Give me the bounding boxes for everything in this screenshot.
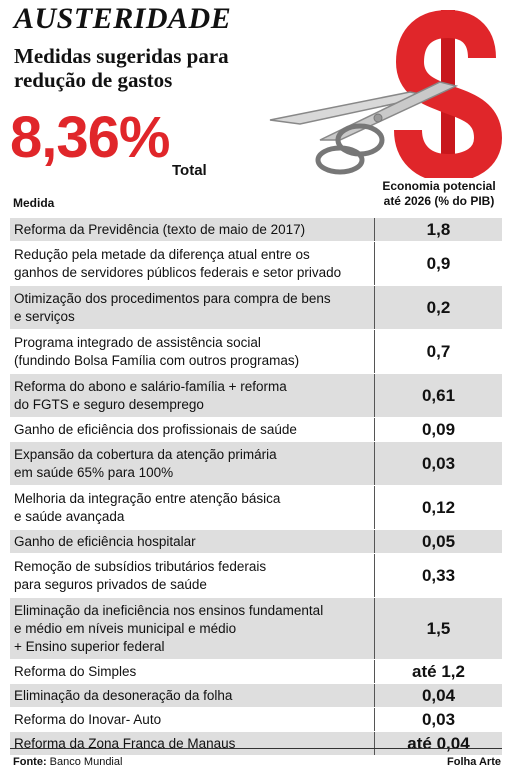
measure-cell: Otimização dos procedimentos para compra…	[10, 286, 374, 329]
table-row: Otimização dos procedimentos para compra…	[10, 286, 502, 330]
value-cell: 0,12	[374, 486, 502, 529]
subtitle-line: Medidas sugeridas para	[14, 44, 229, 68]
measure-line: e saúde avançada	[14, 508, 125, 524]
table: Reforma da Previdência (texto de maio de…	[10, 218, 502, 756]
measure-line: e médio em níveis municipal e médio	[14, 620, 237, 636]
table-row: Eliminação da ineficiência nos ensinos f…	[10, 598, 502, 660]
table-row: Eliminação da desoneração da folha 0,04	[10, 684, 502, 708]
value-cell: até 0,04	[374, 732, 502, 755]
value-cell: 1,5	[374, 598, 502, 659]
table-row: Reforma do Simples até 1,2	[10, 660, 502, 684]
value-cell: 0,05	[374, 530, 502, 553]
measure-line: Eliminação da ineficiência nos ensinos f…	[14, 602, 324, 618]
table-row: Remoção de subsídios tributários federai…	[10, 554, 502, 598]
value-cell: 0,33	[374, 554, 502, 597]
measure-line: Ganho de eficiência hospitalar	[14, 533, 196, 549]
measure-cell: Ganho de eficiência hospitalar	[10, 530, 374, 553]
column-header-line: Economia potencial	[382, 179, 496, 193]
measure-line: Programa integrado de assistência social	[14, 334, 261, 350]
measure-line: Redução pela metade da diferença atual e…	[14, 246, 310, 262]
measure-cell: Expansão da cobertura da atenção primári…	[10, 442, 374, 485]
measure-line: Reforma do abono e salário-família + ref…	[14, 378, 287, 394]
table-row: Programa integrado de assistência social…	[10, 330, 502, 374]
value-cell: 0,09	[374, 418, 502, 441]
measure-line: ganhos de servidores públicos federais e…	[14, 264, 342, 280]
value-cell: até 1,2	[374, 660, 502, 683]
measure-cell: Programa integrado de assistência social…	[10, 330, 374, 373]
measure-line: + Ensino superior federal	[14, 638, 165, 654]
measure-line: e serviços	[14, 308, 75, 324]
measure-line: Reforma do Simples	[14, 663, 137, 679]
value-cell: 0,03	[374, 708, 502, 731]
total-label: Total	[172, 162, 207, 179]
measure-line: do FGTS e seguro desemprego	[14, 396, 204, 412]
source: Banco Mundial	[49, 756, 123, 768]
measure-line: Reforma do Inovar- Auto	[14, 711, 162, 727]
measure-cell: Melhoria da integração entre atenção bás…	[10, 486, 374, 529]
footer-credit: Folha Arte	[447, 756, 501, 768]
subtitle-line: redução de gastos	[14, 68, 173, 92]
measure-cell: Reforma do Simples	[10, 660, 374, 683]
measure-cell: Reforma do Inovar- Auto	[10, 708, 374, 731]
column-header: Economia potencial até 2026 (% do PIB)	[376, 179, 502, 209]
measure-cell: Reforma do abono e salário-família + ref…	[10, 374, 374, 417]
value-cell: 0,2	[374, 286, 502, 329]
value-cell: 0,03	[374, 442, 502, 485]
measure-line: Remoção de subsídios tributários federai…	[14, 558, 267, 574]
scissors-icon	[269, 81, 459, 175]
rule	[10, 748, 502, 749]
table-row: Ganho de eficiência dos profissionais de…	[10, 418, 502, 442]
table-row: Reforma do Inovar- Auto 0,03	[10, 708, 502, 732]
measure-line: Otimização dos procedimentos para compra…	[14, 290, 331, 306]
table-row: Expansão da cobertura da atenção primári…	[10, 442, 502, 486]
measure-line: (fundindo Bolsa Família com outros progr…	[14, 352, 300, 368]
table-row: Reforma do abono e salário-família + ref…	[10, 374, 502, 418]
measure-cell: Reforma da Previdência (texto de maio de…	[10, 218, 374, 241]
value-cell: 0,9	[374, 242, 502, 285]
value-cell: 0,04	[374, 684, 502, 707]
subtitle: Medidas sugeridas para redução de gastos	[14, 44, 229, 92]
total-value: 8,36%	[10, 105, 170, 170]
measure-cell: Remoção de subsídios tributários federai…	[10, 554, 374, 597]
value-cell: 0,61	[374, 374, 502, 417]
value-cell: 1,8	[374, 218, 502, 241]
table-row: Melhoria da integração entre atenção bás…	[10, 486, 502, 530]
measure-line: Reforma da Zona Franca de Manaus	[14, 735, 236, 751]
measure-cell: Redução pela metade da diferença atual e…	[10, 242, 374, 285]
title: AUSTERIDADE	[14, 2, 232, 35]
column-header-line: até 2026 (% do PIB)	[383, 194, 495, 208]
table-row: Reforma da Zona Franca de Manaus até 0,04	[10, 732, 502, 756]
table-row: Ganho de eficiência hospitalar 0,05	[10, 530, 502, 554]
column-header: Medida	[13, 196, 55, 210]
measure-line: Reforma da Previdência (texto de maio de…	[14, 221, 306, 237]
source-label: Fonte:	[13, 756, 47, 768]
measure-cell: Eliminação da desoneração da folha	[10, 684, 374, 707]
table-row: Reforma da Previdência (texto de maio de…	[10, 218, 502, 242]
measure-cell: Reforma da Zona Franca de Manaus	[10, 732, 374, 755]
measure-line: Melhoria da integração entre atenção bás…	[14, 490, 281, 506]
table-row: Redução pela metade da diferença atual e…	[10, 242, 502, 286]
measure-line: para seguros privados de saúde	[14, 576, 207, 592]
measure-line: Eliminação da desoneração da folha	[14, 687, 233, 703]
illustration	[269, 9, 503, 178]
measure-cell: Eliminação da ineficiência nos ensinos f…	[10, 598, 374, 659]
measure-line: Expansão da cobertura da atenção primári…	[14, 446, 277, 462]
value-cell: 0,7	[374, 330, 502, 373]
measure-line: em saúde 65% para 100%	[14, 464, 174, 480]
footer-source: Fonte: Banco Mundial	[13, 756, 122, 768]
measure-line: Ganho de eficiência dos profissionais de…	[14, 421, 297, 437]
measure-cell: Ganho de eficiência dos profissionais de…	[10, 418, 374, 441]
